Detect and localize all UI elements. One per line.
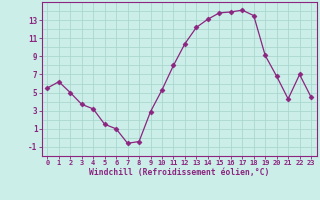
X-axis label: Windchill (Refroidissement éolien,°C): Windchill (Refroidissement éolien,°C) [89, 168, 269, 177]
